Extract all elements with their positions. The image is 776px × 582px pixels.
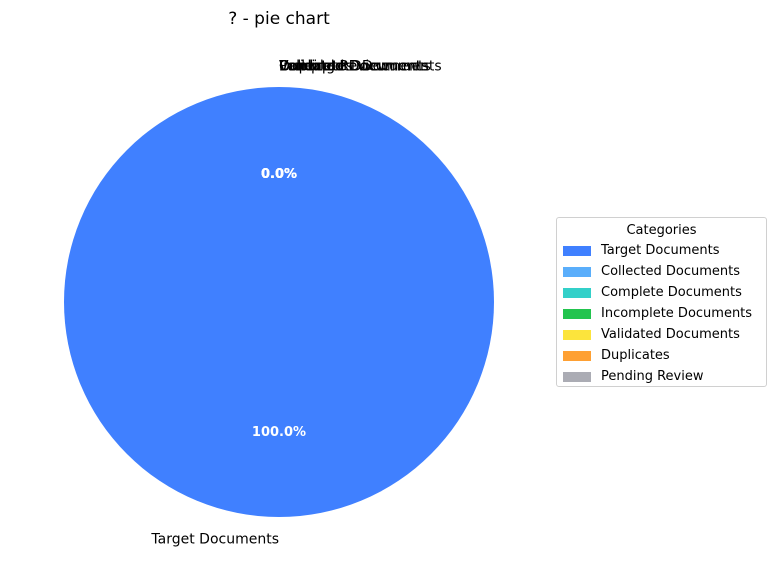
legend-swatch: [563, 308, 591, 319]
slice-category-label: Validated Documents: [279, 59, 429, 75]
slice-category-label: Collected Documents: [279, 59, 429, 75]
chart-title: ? - pie chart: [228, 9, 330, 29]
legend-item: Duplicates: [563, 345, 670, 366]
legend-item: Validated Documents: [563, 324, 740, 345]
slice-percent-label: 100.0%: [252, 425, 306, 440]
slice-percent-label: 0.0%: [261, 167, 297, 182]
legend-label: Pending Review: [601, 369, 704, 384]
slice-category-label: Incomplete Documents: [279, 59, 442, 75]
legend-item: Incomplete Documents: [563, 303, 752, 324]
slice-percent-label: 0.0%: [261, 167, 297, 182]
pie-slice: [64, 87, 494, 517]
legend-label: Duplicates: [601, 348, 670, 363]
slice-category-label: Target Documents: [150, 532, 279, 548]
legend-item: Target Documents: [563, 240, 719, 261]
legend: Categories Target Documents Collected Doc…: [556, 217, 767, 387]
legend-label: Target Documents: [601, 243, 720, 258]
legend-item: Complete Documents: [563, 282, 742, 303]
legend-swatch: [563, 287, 591, 298]
legend-label: Validated Documents: [601, 327, 740, 342]
legend-item: Collected Documents: [563, 261, 740, 282]
legend-swatch: [563, 371, 591, 382]
legend-swatch: [563, 350, 591, 361]
slice-category-label: Complete Documents: [279, 59, 431, 75]
slice-category-label: Pending Review: [279, 59, 389, 75]
legend-swatch: [563, 245, 591, 256]
slice-percent-label: 0.0%: [261, 167, 297, 182]
legend-swatch: [563, 329, 591, 340]
slice-percent-label: 0.0%: [261, 167, 297, 182]
legend-title: Categories: [626, 223, 697, 238]
slice-percent-label: 0.0%: [261, 167, 297, 182]
legend-label: Collected Documents: [601, 264, 741, 279]
legend-label: Complete Documents: [601, 285, 742, 300]
slice-percent-label: 0.0%: [261, 167, 297, 182]
legend-swatch: [563, 266, 591, 277]
slice-category-label: Duplicates: [279, 59, 353, 75]
legend-item: Pending Review: [563, 366, 703, 387]
legend-label: Incomplete Documents: [601, 306, 753, 321]
